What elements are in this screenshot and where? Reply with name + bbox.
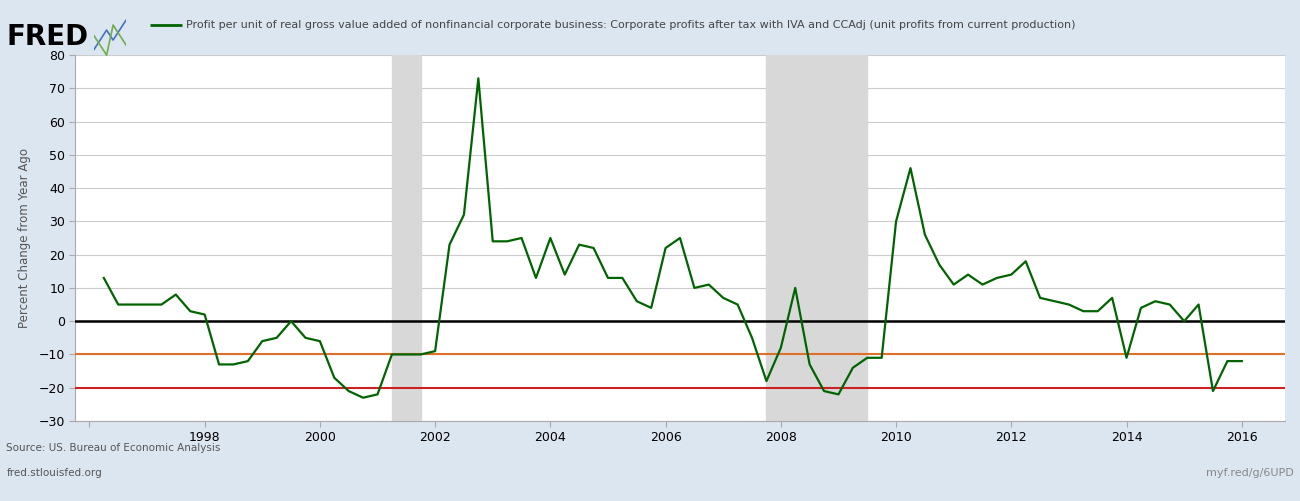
Bar: [767, 55, 867, 421]
Text: myf.red/g/6UPD: myf.red/g/6UPD: [1206, 468, 1294, 478]
Bar: [391, 55, 421, 421]
Text: Profit per unit of real gross value added of nonfinancial corporate business: Co: Profit per unit of real gross value adde…: [186, 20, 1075, 30]
Y-axis label: Percent Change from Year Ago: Percent Change from Year Ago: [18, 148, 31, 328]
Text: fred.stlouisfed.org: fred.stlouisfed.org: [6, 468, 103, 478]
Text: Source: US. Bureau of Economic Analysis: Source: US. Bureau of Economic Analysis: [6, 443, 221, 453]
Text: FRED: FRED: [6, 23, 88, 51]
